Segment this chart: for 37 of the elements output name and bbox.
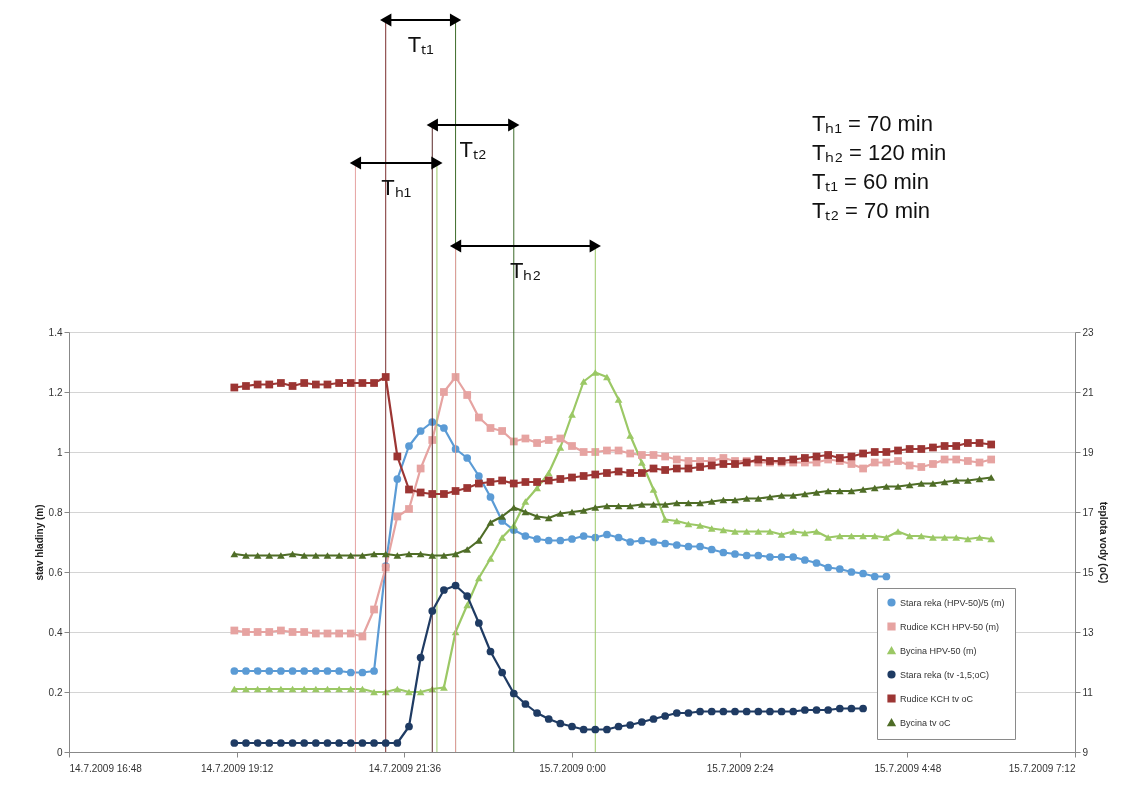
y-tick-label: 0.6: [48, 566, 63, 578]
x-tick-label: 15.7.2009 4:48: [874, 762, 942, 774]
y-tick-label: 0.2: [48, 686, 63, 698]
y-tick-label: 1.4: [48, 326, 63, 338]
y-tick-label: 1.2: [48, 386, 63, 398]
x-tick-label: 15.7.2009 7:12: [1008, 762, 1076, 774]
x-tick-label: 15.7.2009 2:24: [706, 762, 774, 774]
y2-axis-title: teplota vody (oC): [1097, 501, 1109, 584]
y2-tick-label: 19: [1082, 446, 1095, 458]
legend-label: Stara reka (tv -1,5;oC): [900, 669, 990, 680]
y-axis-title: stav hladiny (m): [33, 504, 45, 581]
text: Tₜ₁: [407, 32, 434, 57]
legend-label: Rudice KCH tv oC: [900, 693, 974, 704]
legend-label: Stara reka (HPV-50)/5 (m): [900, 597, 1005, 608]
x-tick-label: 15.7.2009 0:00: [539, 762, 607, 774]
legend-label: Rudice KCH HPV-50 (m): [900, 621, 1000, 632]
text: Tₜ₂ = 70 min: [812, 198, 931, 223]
y-tick-label: 0: [56, 746, 63, 758]
legend-label: Bycina tv oC: [900, 717, 952, 728]
text: Tₕ₁ = 70 min: [812, 111, 933, 136]
x-tick-label: 14.7.2009 19:12: [201, 762, 274, 774]
x-tick-label: 14.7.2009 21:36: [368, 762, 442, 774]
y-tick-label: 0.4: [48, 626, 63, 638]
text: Tₜ₁ = 60 min: [812, 169, 929, 194]
x-tick-label: 14.7.2009 16:48: [69, 762, 143, 774]
y2-tick-label: 21: [1082, 386, 1095, 398]
text: Tₜ₂: [459, 137, 487, 162]
y2-tick-label: 17: [1082, 506, 1095, 518]
text: Tₕ₂ = 120 min: [812, 140, 947, 165]
y-tick-label: 0.8: [48, 506, 63, 518]
y2-tick-label: 9: [1082, 746, 1089, 758]
y2-tick-label: 15: [1082, 566, 1095, 578]
y-tick-label: 1: [56, 446, 63, 458]
y2-tick-label: 11: [1082, 686, 1094, 698]
legend-label: Bycina HPV-50 (m): [900, 645, 977, 656]
y2-tick-label: 23: [1082, 326, 1095, 338]
y2-tick-label: 13: [1082, 626, 1095, 638]
